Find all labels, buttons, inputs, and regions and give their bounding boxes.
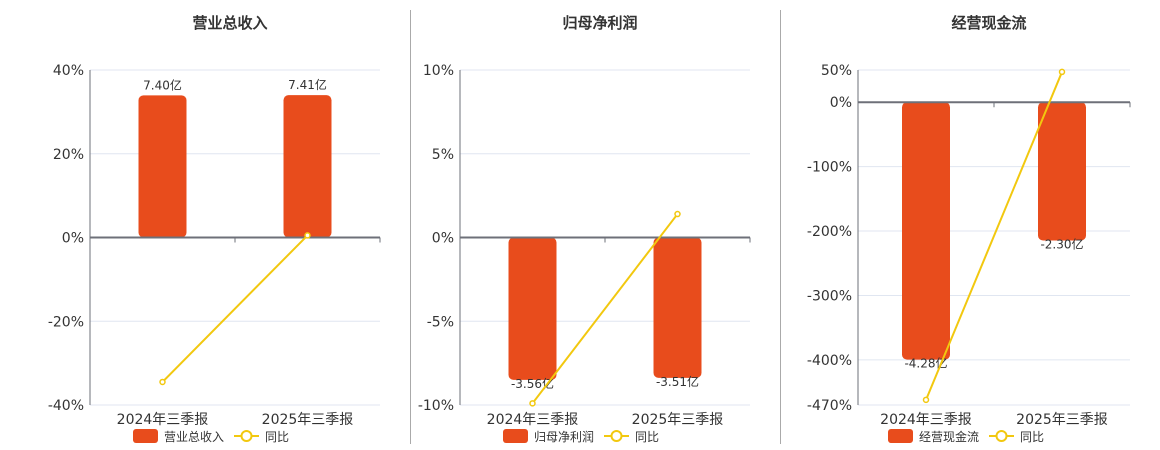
yoy-point (922, 396, 930, 404)
x-tick-label: 2024年三季报 (880, 412, 972, 428)
chart-title: 归母净利润 (562, 14, 637, 32)
legend-line-label: 同比 (635, 430, 659, 444)
bar (1038, 102, 1086, 241)
bar-data-label: -2.30亿 (1040, 237, 1083, 252)
chart-title: 经营现金流 (951, 14, 1026, 32)
yoy-point (159, 378, 166, 386)
y-tick-label: 5% (432, 147, 454, 163)
legend-line-label: 同比 (1020, 430, 1044, 444)
y-tick-label: -20% (48, 314, 84, 330)
legend-line-label: 同比 (265, 430, 289, 444)
y-tick-label: -400% (807, 353, 852, 369)
x-tick-label: 2025年三季报 (262, 412, 354, 428)
bar-data-label: 7.40亿 (143, 77, 182, 92)
y-tick-label: -5% (427, 314, 454, 330)
legend-bar-swatch (133, 429, 158, 443)
x-tick-label: 2024年三季报 (487, 412, 579, 428)
y-tick-label: -40% (48, 398, 84, 414)
y-tick-label: -100% (807, 160, 852, 176)
yoy-line (161, 234, 309, 383)
x-tick-label: 2025年三季报 (632, 412, 724, 428)
y-tick-label: 50% (821, 63, 852, 79)
y-tick-label: -200% (807, 224, 852, 240)
bar-data-label: -3.51亿 (656, 374, 699, 389)
panel-divider (410, 10, 411, 444)
chart-panel-1: 营业总收入 40% 20% 0% -20% -40% 7.40亿 2024年三季报 7.41亿 2… (48, 14, 381, 444)
y-tick-label: 40% (53, 63, 84, 79)
y-tick-label: -300% (807, 288, 852, 304)
x-tick-label: 2024年三季报 (117, 412, 209, 428)
bar (283, 95, 332, 238)
yoy-line (925, 71, 1063, 401)
yoy-point (304, 232, 311, 239)
legend-bar-swatch (888, 429, 913, 443)
y-tick-label: -470% (807, 398, 852, 414)
panel-divider (780, 10, 781, 444)
y-tick-label: 0% (432, 231, 454, 247)
legend-line-marker (995, 430, 1008, 442)
x-tick-label: 2025年三季报 (1016, 412, 1108, 428)
y-tick-label: 0% (830, 95, 852, 111)
bar-data-label: 7.41亿 (288, 77, 327, 92)
legend-bar-label: 经营现金流 (919, 429, 979, 444)
legend-line-marker (610, 430, 623, 442)
legend-bar-label: 营业总收入 (164, 430, 224, 444)
y-tick-label: 0% (62, 231, 84, 247)
bar (653, 237, 702, 378)
legend-bar-swatch (503, 429, 528, 443)
bar (902, 102, 950, 360)
y-tick-label: 10% (423, 63, 454, 79)
yoy-point (1058, 68, 1066, 76)
bar-data-label: -4.28亿 (904, 356, 947, 371)
legend-bar-label: 归母净利润 (534, 430, 594, 444)
yoy-point (529, 400, 536, 407)
legend-line-marker (240, 430, 253, 442)
chart-panel-3: 经营现金流 50% 0% -100% -200% -300% -400% -470% -4.28… (807, 14, 1131, 444)
chart-title: 营业总收入 (192, 14, 267, 32)
bar-data-label: -3.56亿 (511, 376, 554, 391)
bar (138, 95, 187, 238)
bar (508, 237, 557, 380)
y-tick-label: 20% (53, 147, 84, 163)
chart-panel-2: 归母净利润 10% 5% 0% -5% -10% -3.56亿 2024年三季报 -3.51亿 2… (418, 14, 751, 444)
yoy-line (531, 213, 679, 404)
yoy-point (674, 210, 681, 218)
y-tick-label: -10% (418, 398, 454, 414)
